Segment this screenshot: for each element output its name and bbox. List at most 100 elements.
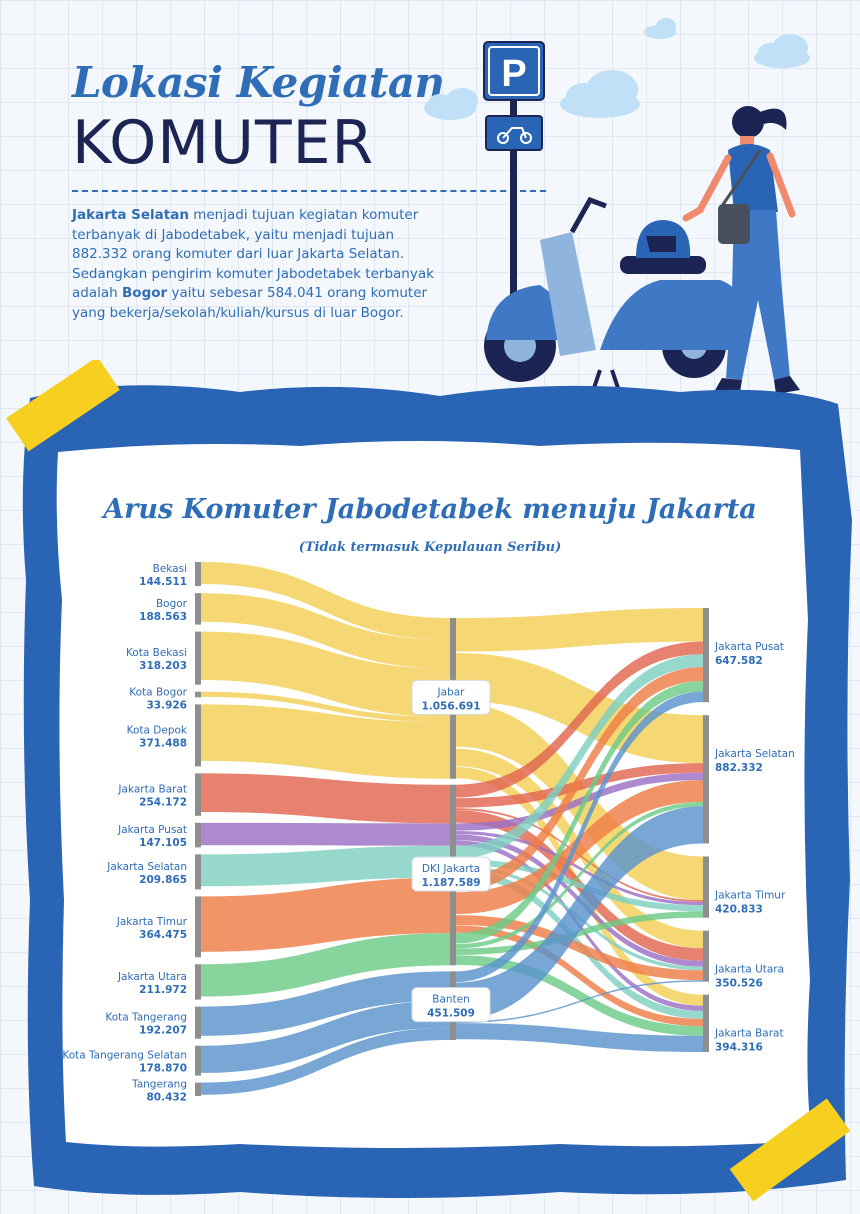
node-bar-target-jakarta-barat bbox=[703, 994, 709, 1052]
chart-subtitle: (Tidak termasuk Kepulauan Seribu) bbox=[298, 540, 562, 555]
tape-top-left bbox=[6, 360, 120, 452]
source-value-kota-bogor: 33.926 bbox=[146, 700, 187, 712]
link-banten-to-jakarta-selatan bbox=[456, 806, 703, 1020]
source-value-jakarta-selatan: 209.865 bbox=[139, 874, 187, 886]
link-kota-tangerang-selatan-to-banten bbox=[201, 1000, 450, 1073]
node-bar-bekasi bbox=[195, 562, 201, 587]
middle-label-dki-jakarta: DKI Jakarta bbox=[422, 863, 480, 875]
source-label-kota-bekasi: Kota Bekasi bbox=[126, 647, 187, 659]
middle-label-box-jabar bbox=[411, 679, 491, 715]
middle-label-box-banten bbox=[411, 987, 491, 1023]
title-divider bbox=[72, 190, 546, 192]
source-label-jakarta-timur: Jakarta Timur bbox=[116, 916, 188, 928]
source-value-jakarta-pusat: 147.105 bbox=[139, 837, 187, 849]
link-jabar-to-jakarta-selatan bbox=[456, 652, 703, 764]
node-bar-target-jakarta-pusat bbox=[703, 608, 709, 703]
target-value-jakarta-barat: 394.316 bbox=[715, 1042, 763, 1054]
source-value-jakarta-timur: 364.475 bbox=[139, 929, 187, 941]
node-bar-target-jakarta-timur bbox=[703, 856, 709, 918]
intro-highlight-jakarta-selatan: Jakarta Selatan bbox=[72, 207, 189, 223]
source-label-kota-tangerang-selatan: Kota Tangerang Selatan bbox=[62, 1050, 187, 1062]
source-label-jakarta-pusat: Jakarta Pusat bbox=[117, 824, 187, 836]
link-jabar-to-jakarta-pusat bbox=[456, 608, 703, 652]
target-label-jakarta-barat: Jakarta Barat bbox=[714, 1028, 784, 1040]
link-bogor-to-jabar bbox=[201, 593, 450, 669]
middle-value-dki-jakarta: 1.187.589 bbox=[421, 877, 480, 889]
link-jakarta-timur-to-jakarta-pusat bbox=[456, 667, 703, 892]
target-label-jakarta-timur: Jakarta Timur bbox=[714, 889, 786, 901]
link-jakarta-selatan-to-jakarta-timur bbox=[456, 859, 703, 912]
link-jakarta-pusat-to-jakarta-timur bbox=[456, 830, 703, 906]
middle-label-jabar: Jabar bbox=[437, 686, 466, 698]
middle-label-banten: Banten bbox=[432, 994, 470, 1006]
node-bar-jakarta-utara bbox=[195, 964, 201, 1000]
source-label-jakarta-utara: Jakarta Utara bbox=[117, 971, 187, 983]
intro-text-1: menjadi tujuan kegiatan komuter terbanya… bbox=[72, 207, 434, 301]
node-bar-bogor bbox=[195, 593, 201, 625]
link-jakarta-timur-to-jakarta-utara bbox=[456, 915, 703, 981]
tape-bottom-right bbox=[729, 1098, 851, 1202]
middle-value-jabar: 1.056.691 bbox=[421, 700, 480, 712]
node-bar-kota-tangerang bbox=[195, 1006, 201, 1039]
node-bar-kota-tangerang-selatan bbox=[195, 1045, 201, 1076]
middle-value-banten: 451.509 bbox=[427, 1008, 475, 1020]
link-jakarta-pusat-to-jakarta-selatan bbox=[456, 772, 703, 831]
link-jakarta-barat-to-dki-jakarta bbox=[201, 773, 450, 824]
intro-highlight-bogor: Bogor bbox=[122, 285, 168, 301]
source-value-bogor: 188.563 bbox=[139, 611, 187, 623]
link-jakarta-timur-to-dki-jakarta bbox=[201, 877, 450, 952]
link-jakarta-selatan-to-dki-jakarta bbox=[201, 845, 450, 887]
source-label-kota-depok: Kota Depok bbox=[127, 724, 188, 736]
link-bekasi-to-jabar bbox=[201, 562, 450, 640]
target-value-jakarta-pusat: 647.582 bbox=[715, 655, 763, 667]
source-label-kota-bogor: Kota Bogor bbox=[129, 687, 187, 699]
node-bar-jakarta-pusat bbox=[195, 822, 201, 848]
node-bar-jakarta-barat bbox=[195, 773, 201, 816]
source-value-tangerang: 80.432 bbox=[146, 1091, 187, 1103]
link-jakarta-selatan-to-jakarta-pusat bbox=[456, 654, 703, 859]
link-jakarta-utara-to-jakarta-timur bbox=[456, 911, 703, 955]
link-jakarta-pusat-to-dki-jakarta bbox=[201, 822, 450, 846]
link-banten-to-jakarta-pusat bbox=[456, 691, 703, 983]
link-kota-bekasi-to-jabar bbox=[201, 631, 450, 718]
sankey-links bbox=[201, 562, 703, 1095]
source-value-kota-depok: 371.488 bbox=[139, 737, 187, 749]
target-value-jakarta-utara: 350.526 bbox=[715, 978, 763, 990]
link-kota-depok-to-jabar bbox=[201, 704, 450, 779]
link-kota-bogor-to-jabar bbox=[201, 691, 450, 723]
link-jakarta-barat-to-jakarta-pusat bbox=[456, 641, 703, 798]
node-bar-kota-bogor bbox=[195, 691, 201, 698]
source-value-kota-bekasi: 318.203 bbox=[139, 660, 187, 672]
source-label-jakarta-barat: Jakarta Barat bbox=[117, 784, 187, 796]
link-jakarta-utara-to-jakarta-pusat bbox=[456, 681, 703, 944]
node-bar-kota-bekasi bbox=[195, 631, 201, 685]
intro-text-2: yaitu sebesar 584.041 orang komuter yang… bbox=[72, 285, 428, 321]
link-jakarta-utara-to-jakarta-selatan bbox=[456, 801, 703, 949]
source-value-jakarta-utara: 211.972 bbox=[139, 984, 187, 996]
source-value-kota-tangerang: 192.207 bbox=[139, 1025, 187, 1037]
target-value-jakarta-timur: 420.833 bbox=[715, 903, 763, 915]
node-bar-target-jakarta-utara bbox=[703, 930, 709, 982]
node-bar-kota-depok bbox=[195, 704, 201, 767]
page-title-script: Lokasi Kegiatan bbox=[72, 58, 445, 107]
link-kota-tangerang-to-banten bbox=[201, 971, 450, 1036]
target-label-jakarta-utara: Jakarta Utara bbox=[714, 964, 784, 976]
link-jakarta-timur-to-jakarta-selatan bbox=[456, 780, 703, 915]
link-jakarta-utara-to-dki-jakarta bbox=[201, 933, 450, 997]
node-bar-tangerang bbox=[195, 1082, 201, 1096]
source-label-bekasi: Bekasi bbox=[153, 563, 187, 575]
middle-label-box-dki-jakarta bbox=[411, 856, 491, 892]
link-tangerang-to-banten bbox=[201, 1027, 450, 1095]
source-label-kota-tangerang: Kota Tangerang bbox=[105, 1012, 187, 1024]
target-label-jakarta-pusat: Jakarta Pusat bbox=[714, 641, 784, 653]
page-title-main: KOMUTER bbox=[72, 108, 375, 178]
source-label-bogor: Bogor bbox=[156, 598, 188, 610]
target-label-jakarta-selatan: Jakarta Selatan bbox=[714, 748, 795, 760]
source-label-tangerang: Tangerang bbox=[131, 1078, 187, 1090]
source-value-kota-tangerang-selatan: 178.870 bbox=[139, 1063, 187, 1075]
target-value-jakarta-selatan: 882.332 bbox=[715, 762, 763, 774]
intro-paragraph: Jakarta Selatan menjadi tujuan kegiatan … bbox=[72, 206, 447, 323]
node-bar-jakarta-selatan bbox=[195, 854, 201, 890]
source-value-bekasi: 144.511 bbox=[139, 576, 187, 588]
